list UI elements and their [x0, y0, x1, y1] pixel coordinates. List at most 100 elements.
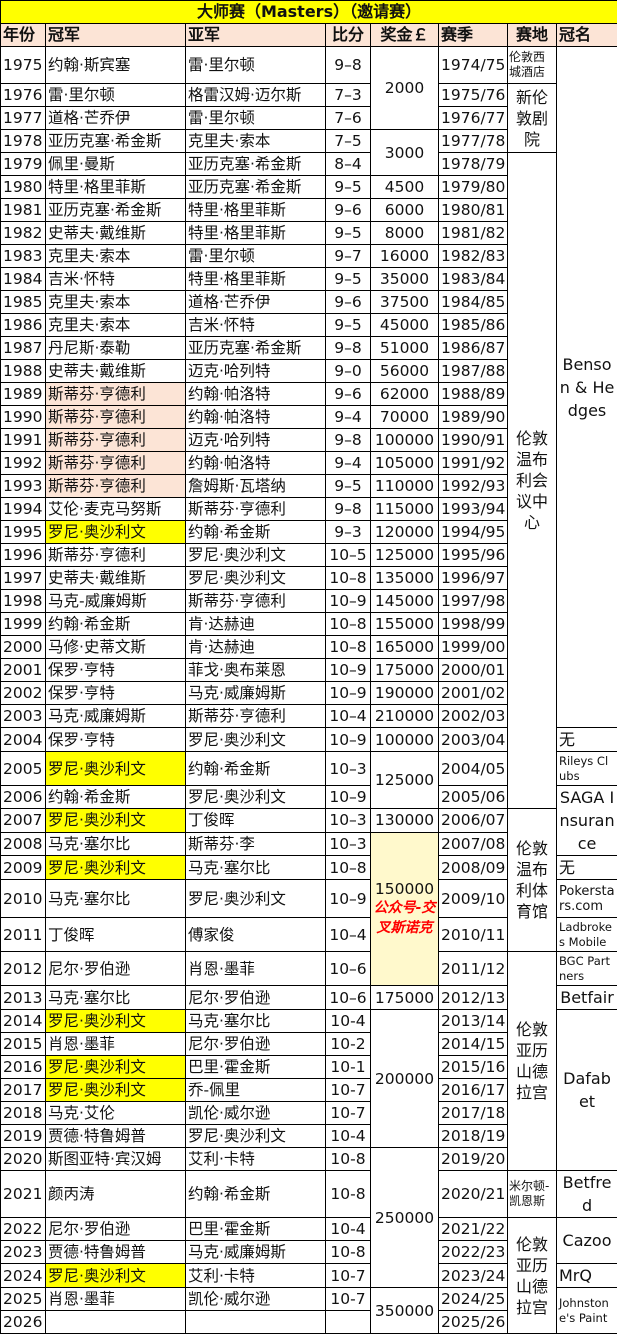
season-cell: 2024/25: [439, 1288, 508, 1311]
sponsor-cell: Betfair: [557, 986, 617, 1010]
runner-up-cell: [186, 1311, 326, 1334]
runner-up-cell: 约翰·帕洛特: [186, 383, 326, 406]
season-cell: 2013/14: [439, 1010, 508, 1033]
season-cell: 1981/82: [439, 222, 508, 245]
score-cell: 9–5: [326, 475, 371, 498]
runner-up-cell: 肯·达赫迪: [186, 613, 326, 636]
year-cell: 2016: [1, 1056, 46, 1079]
year-cell: 1996: [1, 544, 46, 567]
winner-cell: 特里·格里菲斯: [46, 176, 186, 199]
season-cell: 1982/83: [439, 245, 508, 268]
season-cell: 1994/95: [439, 521, 508, 544]
runner-up-cell: 亚历克塞·希金斯: [186, 176, 326, 199]
prize-value: 190000: [375, 684, 434, 702]
year-cell: 2012: [1, 952, 46, 986]
year-cell: 1999: [1, 613, 46, 636]
year-cell: 2019: [1, 1125, 46, 1148]
header-winner: 冠军: [46, 24, 186, 47]
winner-cell: 约翰·希金斯: [46, 786, 186, 809]
year-cell: 2007: [1, 809, 46, 833]
season-cell: 1975/76: [439, 84, 508, 107]
winner-cell: 保罗·亨特: [46, 682, 186, 705]
season-cell: 1983/84: [439, 268, 508, 291]
winner-cell: [46, 1311, 186, 1334]
prize-cell: 175000: [371, 659, 439, 682]
score-cell: 10-4: [326, 1010, 371, 1033]
score-cell: 7–6: [326, 107, 371, 130]
score-cell: 9–8: [326, 429, 371, 452]
winner-cell: 雷·里尔顿: [46, 84, 186, 107]
winner-cell: 亚历克塞·希金斯: [46, 130, 186, 153]
prize-value: 100000: [375, 431, 434, 449]
prize-cell: 125000: [371, 544, 439, 567]
year-cell: 1995: [1, 521, 46, 544]
prize-cell: 250000: [371, 1148, 439, 1288]
runner-up-cell: 马克·塞尔比: [186, 856, 326, 880]
prize-cell: 45000: [371, 314, 439, 337]
winner-cell: 颜丙涛: [46, 1171, 186, 1218]
year-cell: 2022: [1, 1218, 46, 1241]
season-cell: 1996/97: [439, 567, 508, 590]
season-cell: 2025/26: [439, 1311, 508, 1334]
venue-cell: 伦敦亚历山德拉宫: [508, 952, 557, 1171]
winner-cell: 贾德·特鲁姆普: [46, 1125, 186, 1148]
prize-cell: 130000: [371, 809, 439, 833]
season-cell: 2003/04: [439, 728, 508, 752]
season-cell: 1977/78: [439, 130, 508, 153]
header-year: 年份: [1, 24, 46, 47]
season-cell: 1986/87: [439, 337, 508, 360]
score-cell: 9–8: [326, 337, 371, 360]
winner-cell: 罗尼·奥沙利文: [46, 809, 186, 833]
winner-cell: 马克-威廉姆斯: [46, 590, 186, 613]
score-cell: 10-4: [326, 1125, 371, 1148]
prize-value: 62000: [380, 385, 429, 403]
score-cell: 10-7: [326, 1079, 371, 1102]
season-cell: 2006/07: [439, 809, 508, 833]
winner-cell: 保罗·亨特: [46, 728, 186, 752]
winner-cell: 艾伦·麦克马努斯: [46, 498, 186, 521]
year-cell: 2005: [1, 752, 46, 786]
year-cell: 2000: [1, 636, 46, 659]
year-cell: 2001: [1, 659, 46, 682]
runner-up-cell: 罗尼·奥沙利文: [186, 786, 326, 809]
winner-cell: 马克·艾伦: [46, 1102, 186, 1125]
season-cell: 1988/89: [439, 383, 508, 406]
score-cell: 10-7: [326, 1264, 371, 1288]
winner-cell: 马克·塞尔比: [46, 986, 186, 1010]
prize-cell: 16000: [371, 245, 439, 268]
year-cell: 2006: [1, 786, 46, 809]
year-cell: 1979: [1, 153, 46, 176]
winner-cell: 史蒂夫·戴维斯: [46, 222, 186, 245]
runner-up-cell: 乔-佩里: [186, 1079, 326, 1102]
prize-value: 8000: [385, 224, 424, 242]
prize-cell: 175000: [371, 986, 439, 1010]
score-cell: 9–8: [326, 47, 371, 84]
winner-cell: 尼尔·罗伯逊: [46, 1218, 186, 1241]
prize-note: 公众号-交叉斯诺克: [373, 898, 436, 938]
venue-cell: 伦敦温布利会议中心: [508, 153, 557, 809]
score-cell: [326, 1311, 371, 1334]
prize-value: 210000: [375, 707, 434, 725]
runner-up-cell: 马克·威廉姆斯: [186, 1241, 326, 1264]
prize-cell: 135000: [371, 567, 439, 590]
prize-value: 125000: [375, 771, 434, 789]
prize-value: 175000: [375, 989, 434, 1007]
winner-cell: 罗尼·奥沙利文: [46, 1264, 186, 1288]
year-cell: 2010: [1, 880, 46, 918]
year-cell: 1986: [1, 314, 46, 337]
year-cell: 2024: [1, 1264, 46, 1288]
runner-up-cell: 特里·格里菲斯: [186, 268, 326, 291]
score-cell: 10-1: [326, 1056, 371, 1079]
prize-value: 16000: [380, 247, 429, 265]
score-cell: 9–6: [326, 291, 371, 314]
season-cell: 2016/17: [439, 1079, 508, 1102]
runner-up-cell: 肯·达赫迪: [186, 636, 326, 659]
prize-cell: 105000: [371, 452, 439, 475]
winner-cell: 斯蒂芬·亨德利: [46, 544, 186, 567]
season-cell: 2022/23: [439, 1241, 508, 1264]
runner-up-cell: 迈克·哈列特: [186, 429, 326, 452]
